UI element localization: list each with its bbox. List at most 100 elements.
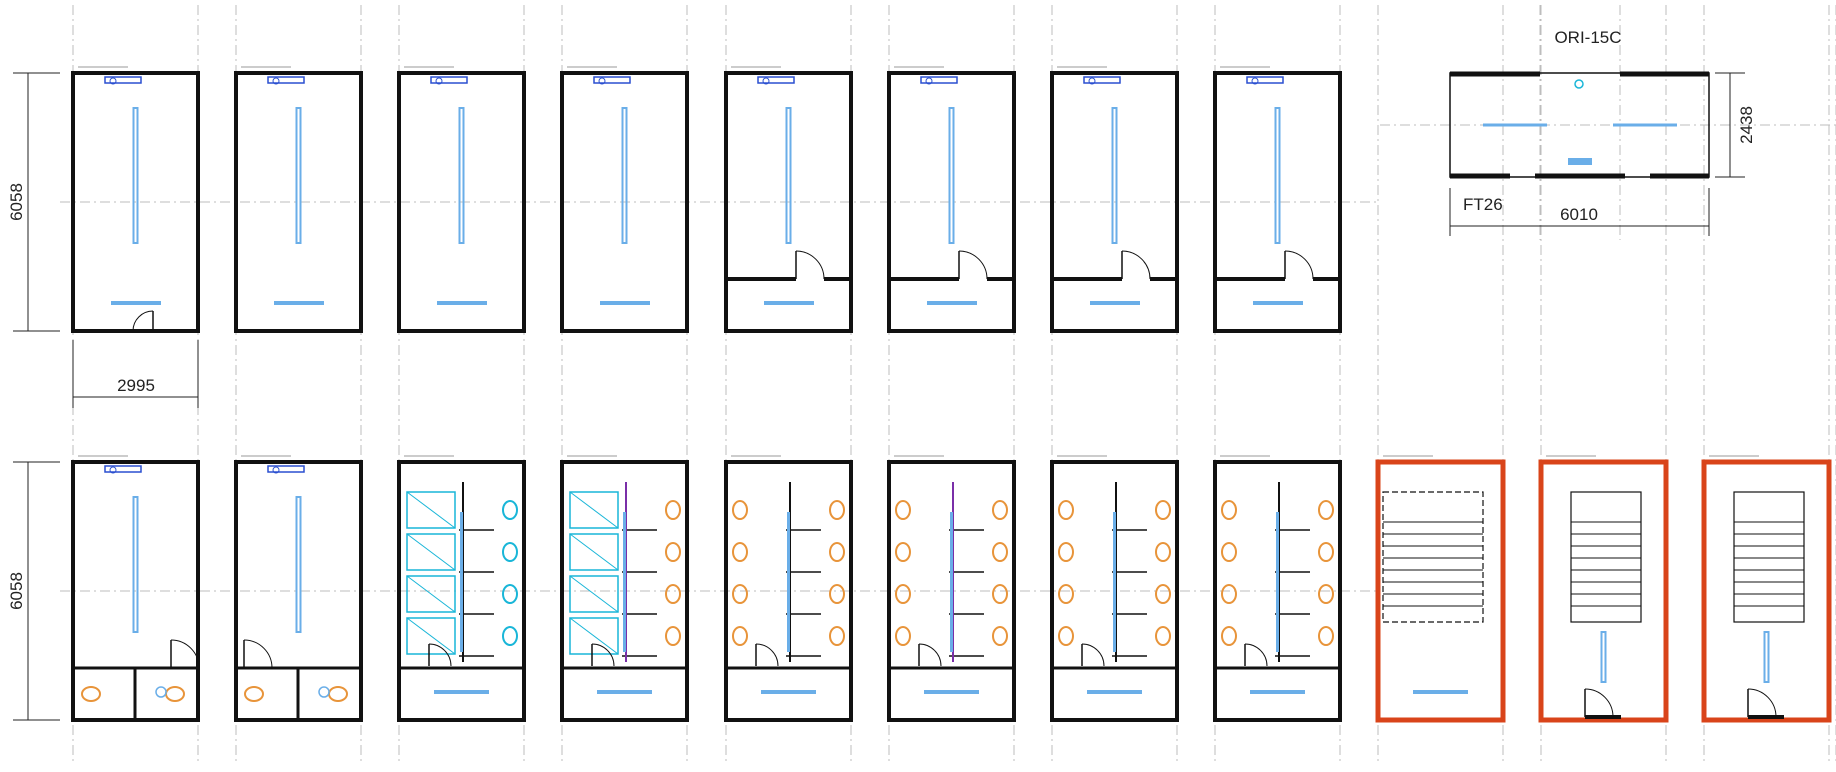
toilet-icon — [1058, 500, 1074, 520]
toilet-icon — [165, 686, 185, 702]
module-ori-18sh — [1050, 455, 1179, 722]
module-ori-18bs — [234, 455, 363, 722]
row1-width-dimension: 2995 — [72, 340, 199, 408]
door-swing — [1121, 250, 1151, 280]
panel-icon — [104, 76, 142, 84]
row2-height-dimension: 6058 — [7, 461, 60, 721]
light-fixture-icon — [295, 496, 302, 633]
panel-icon — [267, 465, 305, 473]
socket-icon — [1574, 79, 1584, 89]
module-ori-18bc — [724, 66, 853, 333]
basin-icon — [318, 686, 330, 698]
shower-icon — [569, 491, 619, 529]
shower-icon — [406, 617, 456, 655]
module-outline — [1050, 460, 1179, 722]
toilet-icon — [1221, 626, 1237, 646]
shower-icon — [406, 617, 456, 655]
shower-icon — [406, 533, 456, 571]
module-outline — [1213, 71, 1342, 333]
light-fixture-icon — [785, 107, 792, 244]
width-dimension-label: 2995 — [117, 376, 155, 395]
panel-icon — [1246, 76, 1284, 84]
module-outline — [724, 460, 853, 722]
door-swing — [1584, 688, 1614, 718]
toilet-icon — [1221, 500, 1237, 520]
shower-icon — [406, 575, 456, 613]
light-fixture-icon — [1274, 107, 1281, 244]
light-fixture-icon — [295, 107, 302, 244]
shower-icon — [406, 491, 456, 529]
module-ori-18sn — [560, 455, 689, 722]
toilet-icon — [244, 686, 264, 702]
light-fixture-icon — [132, 107, 139, 244]
module-ori-18 — [397, 66, 526, 333]
toilet-icon — [665, 584, 681, 604]
door-swing — [918, 643, 942, 667]
toilet-icon — [732, 542, 748, 562]
toilet-icon — [502, 626, 518, 646]
toilet-icon — [502, 584, 518, 604]
toilet-icon — [992, 500, 1008, 520]
module-ori-18sd — [397, 455, 526, 722]
construction-gridlines — [60, 5, 1836, 765]
row-top-modules — [71, 66, 1342, 333]
socket-icon — [925, 77, 933, 85]
toilet-icon — [665, 626, 681, 646]
module-ori-18sm — [887, 455, 1016, 722]
module-ori-15c: ORI-15C 2438 6010 FT26 — [1449, 28, 1756, 236]
socket-icon — [109, 466, 117, 474]
socket-icon — [272, 466, 280, 474]
toilet-icon — [732, 584, 748, 604]
module-outline — [887, 460, 1016, 722]
module-outline — [1375, 459, 1506, 723]
toilet-icon — [895, 500, 911, 520]
shower-icon — [569, 617, 619, 655]
module-ori-18sx — [1213, 455, 1342, 722]
toilet-icon — [732, 500, 748, 520]
toilet-icon — [81, 686, 101, 702]
door-swing — [958, 250, 988, 280]
module-outline — [1213, 460, 1342, 722]
module-outline — [560, 460, 689, 722]
shower-icon — [569, 533, 619, 571]
toilet-icon — [829, 626, 845, 646]
module-outline — [71, 71, 200, 333]
panel-icon — [1568, 158, 1592, 165]
stair-outline — [1570, 491, 1642, 623]
panel-icon — [430, 76, 468, 84]
socket-icon — [598, 77, 606, 85]
stair-outline — [1733, 491, 1805, 623]
toilet-icon — [1155, 584, 1171, 604]
light-fixture-icon — [458, 107, 465, 244]
socket-icon — [762, 77, 770, 85]
module-ori-18bc — [1050, 66, 1179, 333]
door-swing — [1284, 250, 1314, 280]
module-ori-18 — [234, 66, 363, 333]
module-title: ORI-15C — [1554, 28, 1621, 47]
row1-height-dimension: 6058 — [7, 72, 60, 332]
door-swing — [1081, 643, 1105, 667]
toilet-icon — [502, 542, 518, 562]
height-dimension-label: 6058 — [7, 183, 26, 221]
door-swing — [1244, 643, 1268, 667]
toilet-icon — [1155, 500, 1171, 520]
toilet-icon — [829, 500, 845, 520]
module-ori-18 — [560, 66, 689, 333]
toilet-icon — [992, 542, 1008, 562]
shower-icon — [569, 575, 619, 613]
stair-outline — [1382, 491, 1484, 623]
toilet-icon — [895, 626, 911, 646]
module-ori-18ei3 — [1538, 455, 1669, 723]
toilet-icon — [1058, 542, 1074, 562]
toilet-icon — [895, 542, 911, 562]
door-swing — [132, 310, 154, 332]
module-outline — [1538, 459, 1669, 723]
module-outline — [560, 71, 689, 333]
light-fixture-icon — [1111, 107, 1118, 244]
toilet-icon — [1318, 626, 1334, 646]
door-swing — [428, 643, 452, 667]
light-fixture-icon — [132, 496, 139, 633]
door-swing — [1747, 688, 1777, 718]
shower-icon — [569, 491, 619, 529]
